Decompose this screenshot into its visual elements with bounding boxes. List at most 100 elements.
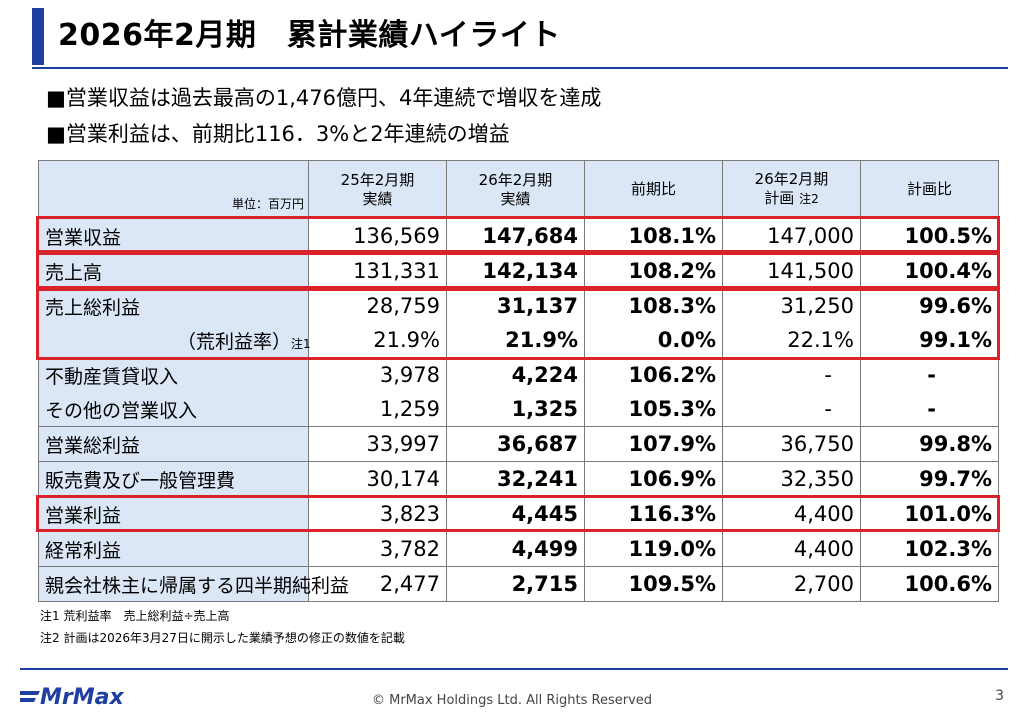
cell-value: 36,687	[446, 426, 585, 462]
bullet-operating-profit: ■営業利益は、前期比116．3%と2年連続の増益	[46, 122, 510, 146]
logo-text: MrMax	[40, 685, 124, 708]
cell-value: 4,445	[446, 496, 585, 532]
row-note: 注1	[291, 336, 311, 351]
cell-value: 2,700	[722, 566, 861, 602]
cell-value: 3,823	[308, 496, 447, 532]
column-header-note: 注2	[799, 192, 819, 206]
results-table: 単位：百万円 25年2月期 実績 26年2月期 実績 前期比 26年2月期 計画 注2…	[38, 160, 999, 602]
table-row-operating-gross-profit: 営業総利益 33,997 36,687 107.9% 36,750 99.8%	[38, 426, 999, 462]
table-row-net-income: 親会社株主に帰属する四半期純利益 2,477 2,715 109.5% 2,70…	[38, 566, 999, 602]
column-header-line2: 計画	[764, 189, 795, 207]
row-label: （荒利益率）	[177, 330, 292, 353]
footnote-2: 注2 計画は2026年3月27日に開示した業績予想の修正の数値を記載	[40, 631, 405, 645]
page-title: 2026年2月期 累計業績ハイライト	[58, 18, 561, 53]
column-header-line1: 26年2月期	[754, 170, 829, 188]
row-label: 経常利益	[38, 531, 309, 567]
row-label: 営業収益	[38, 218, 309, 254]
column-header-plan: 26年2月期 計画 注2	[722, 160, 861, 219]
cell-value: 100.5%	[860, 218, 999, 254]
column-header-prev-actual: 25年2月期 実績	[308, 160, 447, 219]
highlight-net-sales	[36, 252, 1000, 289]
table-row-rental-income: 不動産賃貸収入 3,978 4,224 106.2% - -	[38, 357, 999, 392]
table-row-other-income: その他の営業収入 1,259 1,325 105.3% - -	[38, 392, 999, 427]
table-row-gross-profit: 売上総利益 28,759 31,137 108.3% 31,250 99.6%	[38, 288, 999, 323]
footnote-1: 注1 荒利益率 売上総利益÷売上高	[40, 609, 230, 623]
table-row-sga-expenses: 販売費及び一般管理費 30,174 32,241 106.9% 32,350 9…	[38, 461, 999, 497]
cell-value: 2,715	[446, 566, 585, 602]
mrmax-logo: MrMax	[20, 685, 124, 708]
column-header-line1: 前期比	[630, 180, 676, 198]
copyright-text: © MrMax Holdings Ltd. All Rights Reserve…	[371, 693, 653, 708]
title-accent-bar	[32, 8, 44, 65]
cell-value: 21.9%	[308, 323, 447, 358]
cell-value: 32,241	[446, 461, 585, 497]
cell-value: 106.9%	[584, 461, 723, 497]
highlight-operating-revenue	[36, 216, 1000, 253]
cell-value: 116.3%	[584, 496, 723, 532]
cell-value: 101.0%	[860, 496, 999, 532]
cell-value: 147,684	[446, 218, 585, 254]
cell-value: 31,250	[722, 288, 861, 323]
cell-value: 99.1%	[860, 323, 999, 358]
cell-value: 1,325	[446, 392, 585, 427]
row-label: その他の営業収入	[38, 392, 309, 427]
cell-value: 2,477	[308, 566, 447, 602]
cell-value: 36,750	[722, 426, 861, 462]
column-header-line2: 実績	[362, 189, 393, 208]
cell-value: 131,331	[308, 253, 447, 289]
cell-value: 106.2%	[584, 357, 723, 392]
bullet-revenue: ■営業収益は過去最高の1,476億円、4年連続で増収を達成	[46, 86, 602, 110]
cell-value: 108.1%	[584, 218, 723, 254]
column-header-vs-plan: 計画比	[860, 160, 999, 219]
cell-value: 3,978	[308, 357, 447, 392]
cell-value: 136,569	[308, 218, 447, 254]
row-label: 不動産賃貸収入	[38, 357, 309, 392]
page-number: 3	[995, 688, 1004, 704]
cell-value: 108.2%	[584, 253, 723, 289]
cell-value: 147,000	[722, 218, 861, 254]
footer-rule	[20, 668, 1008, 670]
row-label: 営業総利益	[38, 426, 309, 462]
table-row-net-sales: 売上高 131,331 142,134 108.2% 141,500 100.4…	[38, 253, 999, 289]
cell-value: -	[860, 392, 999, 427]
cell-value: 99.7%	[860, 461, 999, 497]
cell-value: 30,174	[308, 461, 447, 497]
column-header-line1: 26年2月期	[478, 170, 553, 189]
cell-value: 3,782	[308, 531, 447, 567]
column-header-line2: 実績	[500, 189, 531, 208]
row-label: 売上高	[38, 253, 309, 289]
cell-value: 108.3%	[584, 288, 723, 323]
column-header-line1: 計画比	[906, 180, 952, 198]
cell-value: 119.0%	[584, 531, 723, 567]
row-label: 販売費及び一般管理費	[38, 461, 309, 497]
highlight-operating-profit	[36, 495, 1000, 532]
row-label: 売上総利益	[38, 288, 309, 323]
column-header-yoy: 前期比	[584, 160, 723, 219]
cell-value: -	[722, 392, 861, 427]
highlight-gross-profit	[36, 288, 1000, 360]
cell-value: 99.6%	[860, 288, 999, 323]
cell-value: 102.3%	[860, 531, 999, 567]
cell-value: 1,259	[308, 392, 447, 427]
cell-value: 32,350	[722, 461, 861, 497]
cell-value: 22.1%	[722, 323, 861, 358]
cell-value: 100.6%	[860, 566, 999, 602]
row-label-cell: （荒利益率）注1	[38, 323, 311, 358]
row-label: 親会社株主に帰属する四半期純利益	[38, 566, 349, 602]
column-header-curr-actual: 26年2月期 実績	[446, 160, 585, 219]
table-row-operating-revenue: 営業収益 136,569 147,684 108.1% 147,000 100.…	[38, 218, 999, 254]
unit-label: 単位：百万円	[38, 160, 309, 219]
cell-value: 4,400	[722, 496, 861, 532]
cell-value: -	[722, 357, 861, 392]
cell-value: 4,499	[446, 531, 585, 567]
cell-value: 107.9%	[584, 426, 723, 462]
cell-value: 99.8%	[860, 426, 999, 462]
cell-value: -	[860, 357, 999, 392]
cell-value: 100.4%	[860, 253, 999, 289]
column-header-line1: 25年2月期	[340, 170, 415, 189]
table-row-operating-profit: 営業利益 3,823 4,445 116.3% 4,400 101.0%	[38, 496, 999, 532]
cell-value: 4,400	[722, 531, 861, 567]
title-underline	[32, 67, 1008, 69]
cell-value: 109.5%	[584, 566, 723, 602]
table-header-row: 単位：百万円 25年2月期 実績 26年2月期 実績 前期比 26年2月期 計画 注2…	[38, 160, 999, 219]
